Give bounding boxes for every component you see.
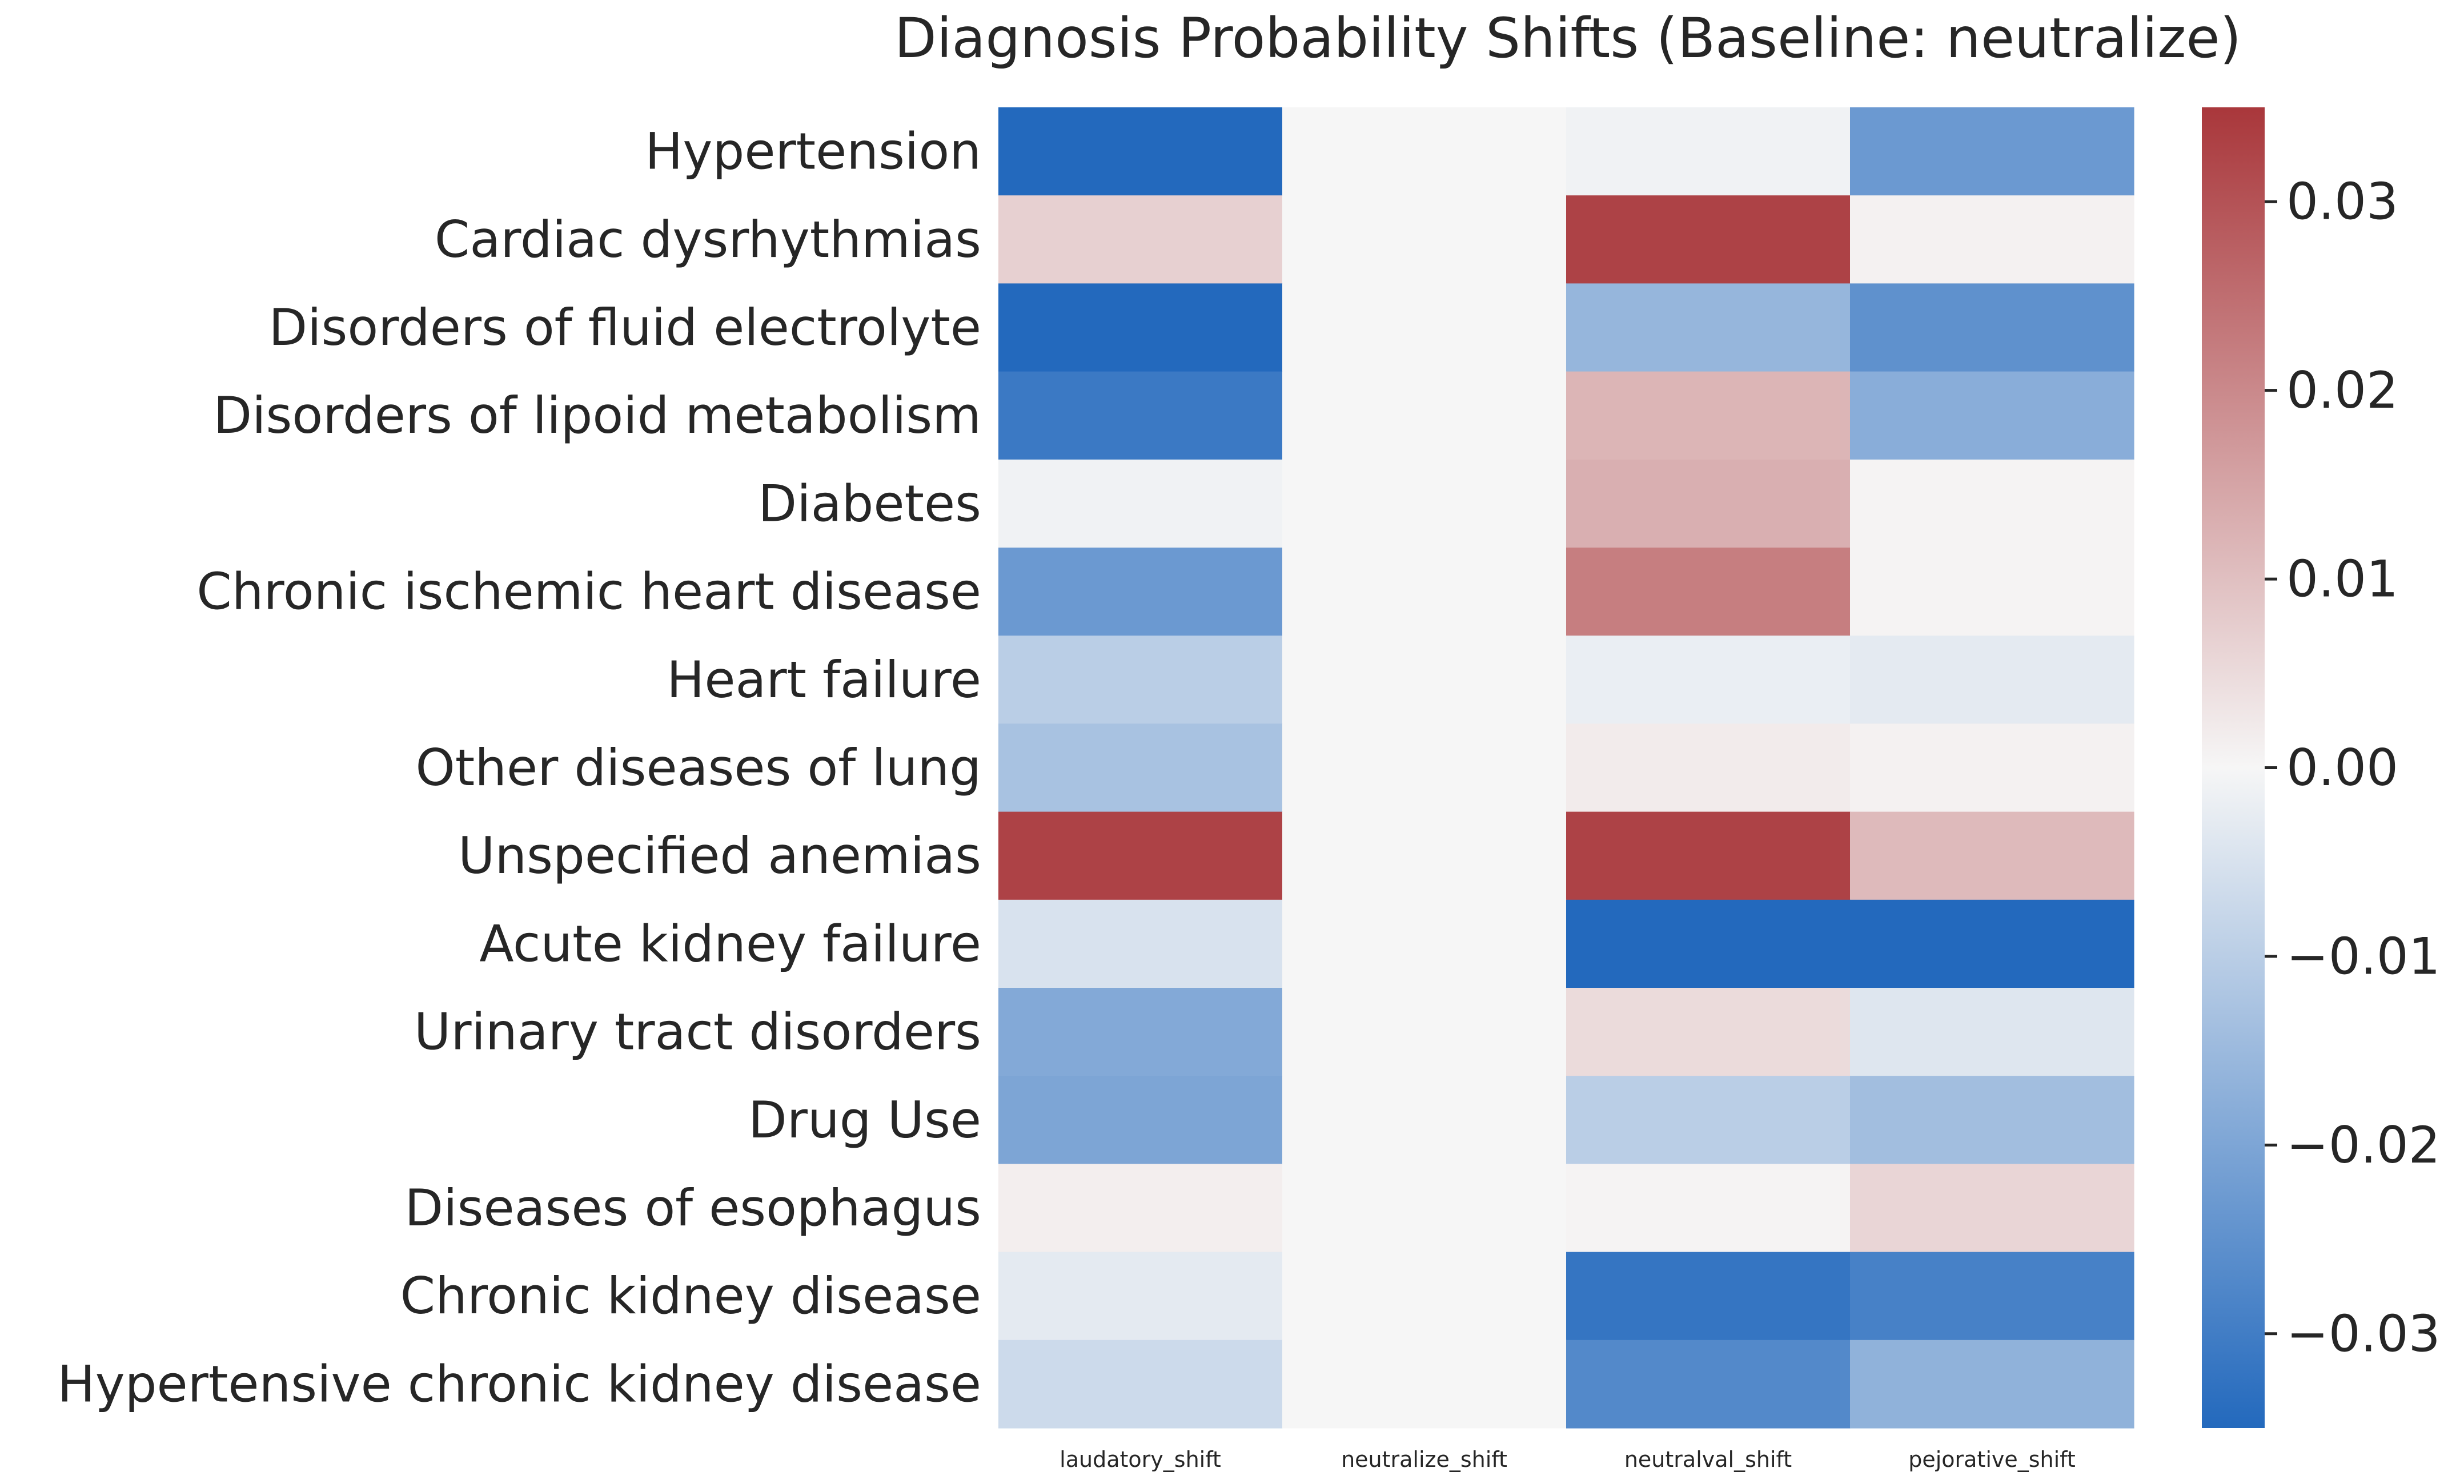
row-label-disorders-of-fluid-electrolyte: Disorders of fluid electrolyte (268, 298, 981, 357)
colorbar-tick-label: 0.00 (2286, 738, 2398, 797)
cell-other-diseases-of-lung-neutralval-shift (1566, 723, 1851, 813)
cell-chronic-ischemic-heart-disease-laudatory-shift (998, 548, 1283, 636)
cell-drug-use-laudatory-shift (998, 1076, 1283, 1164)
row-label-urinary-tract-disorders: Urinary tract disorders (414, 1003, 981, 1061)
cell-chronic-ischemic-heart-disease-neutralize-shift (1282, 548, 1567, 636)
cell-unspecified-anemias-laudatory-shift (998, 811, 1283, 900)
cell-disorders-of-fluid-electrolyte-laudatory-shift (998, 283, 1283, 372)
cell-disorders-of-lipoid-metabolism-neutralize-shift (1282, 371, 1567, 460)
row-label-chronic-kidney-disease: Chronic kidney disease (400, 1266, 981, 1325)
cell-heart-failure-laudatory-shift (998, 636, 1283, 724)
colorbar-tick-label: −0.02 (2286, 1116, 2441, 1175)
colorbar-tick-label: 0.02 (2286, 361, 2398, 420)
colorbar-tick-label: −0.01 (2286, 927, 2441, 986)
cell-unspecified-anemias-neutralize-shift (1282, 811, 1567, 900)
cell-cardiac-dysrhythmias-neutralval-shift (1566, 195, 1851, 284)
cell-urinary-tract-disorders-laudatory-shift (998, 988, 1283, 1076)
row-label-acute-kidney-failure: Acute kidney failure (479, 914, 981, 973)
cell-chronic-kidney-disease-pejorative-shift (1850, 1252, 2134, 1341)
row-label-hypertension: Hypertension (645, 122, 981, 181)
cell-diabetes-pejorative-shift (1850, 459, 2134, 548)
cell-diseases-of-esophagus-laudatory-shift (998, 1164, 1283, 1253)
cell-heart-failure-neutralval-shift (1566, 636, 1851, 724)
colorbar-tick-label: 0.01 (2286, 550, 2398, 609)
row-label-cardiac-dysrhythmias: Cardiac dysrhythmias (435, 210, 981, 269)
cell-chronic-kidney-disease-laudatory-shift (998, 1252, 1283, 1341)
cell-other-diseases-of-lung-neutralize-shift (1282, 723, 1567, 813)
cell-urinary-tract-disorders-pejorative-shift (1850, 988, 2134, 1076)
cell-hypertensive-chronic-kidney-disease-pejorative-shift (1850, 1340, 2134, 1429)
cell-other-diseases-of-lung-pejorative-shift (1850, 723, 2134, 813)
cell-chronic-kidney-disease-neutralval-shift (1566, 1252, 1851, 1341)
row-label-chronic-ischemic-heart-disease: Chronic ischemic heart disease (196, 562, 981, 621)
cell-chronic-ischemic-heart-disease-neutralval-shift (1566, 548, 1851, 636)
cell-unspecified-anemias-pejorative-shift (1850, 811, 2134, 900)
cell-disorders-of-lipoid-metabolism-neutralval-shift (1566, 371, 1851, 460)
colorbar-tick-label: 0.03 (2286, 172, 2398, 231)
colorbar-tick-label: −0.03 (2286, 1304, 2441, 1363)
cell-acute-kidney-failure-neutralize-shift (1282, 899, 1567, 988)
cell-hypertensive-chronic-kidney-disease-neutralval-shift (1566, 1340, 1851, 1429)
colorbar (2202, 107, 2265, 1428)
cell-acute-kidney-failure-laudatory-shift (998, 899, 1283, 988)
cell-disorders-of-lipoid-metabolism-laudatory-shift (998, 371, 1283, 460)
cell-hypertension-laudatory-shift (998, 107, 1283, 196)
cell-diabetes-neutralval-shift (1566, 459, 1851, 548)
cell-chronic-kidney-disease-neutralize-shift (1282, 1252, 1567, 1341)
cell-drug-use-neutralval-shift (1566, 1076, 1851, 1164)
row-label-diseases-of-esophagus: Diseases of esophagus (404, 1179, 981, 1237)
column-label-pejorative-shift: pejorative_shift (1908, 1447, 2076, 1472)
heatmap-cells (998, 107, 2134, 1429)
row-label-hypertensive-chronic-kidney-disease: Hypertensive chronic kidney disease (57, 1354, 981, 1413)
cell-hypertension-pejorative-shift (1850, 107, 2134, 196)
cell-urinary-tract-disorders-neutralize-shift (1282, 988, 1567, 1076)
colorbar-ticks: 0.03 0.02 0.01 0.00 −0.01 −0.02 −0.03 (2265, 172, 2441, 1363)
chart-title: Diagnosis Probability Shifts (Baseline: … (894, 6, 2241, 70)
cell-hypertension-neutralval-shift (1566, 107, 1851, 196)
cell-diseases-of-esophagus-neutralize-shift (1282, 1164, 1567, 1253)
cell-drug-use-neutralize-shift (1282, 1076, 1567, 1164)
cell-heart-failure-pejorative-shift (1850, 636, 2134, 724)
cell-unspecified-anemias-neutralval-shift (1566, 811, 1851, 900)
cell-diseases-of-esophagus-pejorative-shift (1850, 1164, 2134, 1253)
column-label-neutralize-shift: neutralize_shift (1341, 1447, 1507, 1472)
row-label-disorders-of-lipoid-metabolism: Disorders of lipoid metabolism (213, 386, 981, 445)
column-label-laudatory-shift: laudatory_shift (1060, 1447, 1221, 1472)
cell-chronic-ischemic-heart-disease-pejorative-shift (1850, 548, 2134, 636)
cell-heart-failure-neutralize-shift (1282, 636, 1567, 724)
row-label-diabetes: Diabetes (758, 474, 981, 533)
cell-diabetes-laudatory-shift (998, 459, 1283, 548)
cell-other-diseases-of-lung-laudatory-shift (998, 723, 1283, 813)
column-label-neutralval-shift: neutralval_shift (1624, 1447, 1792, 1472)
cell-disorders-of-fluid-electrolyte-neutralval-shift (1566, 283, 1851, 372)
cell-disorders-of-fluid-electrolyte-pejorative-shift (1850, 283, 2134, 372)
row-label-drug-use: Drug Use (748, 1091, 981, 1149)
cell-diabetes-neutralize-shift (1282, 459, 1567, 548)
cell-diseases-of-esophagus-neutralval-shift (1566, 1164, 1851, 1253)
cell-cardiac-dysrhythmias-laudatory-shift (998, 195, 1283, 284)
cell-disorders-of-fluid-electrolyte-neutralize-shift (1282, 283, 1567, 372)
cell-hypertension-neutralize-shift (1282, 107, 1567, 196)
cell-acute-kidney-failure-neutralval-shift (1566, 899, 1851, 988)
cell-disorders-of-lipoid-metabolism-pejorative-shift (1850, 371, 2134, 460)
row-labels: Hypertension Cardiac dysrhythmias Disorder… (57, 122, 981, 1414)
cell-acute-kidney-failure-pejorative-shift (1850, 899, 2134, 988)
cell-hypertensive-chronic-kidney-disease-laudatory-shift (998, 1340, 1283, 1429)
column-labels: laudatory_shift neutralize_shift neutralva… (1060, 1447, 2076, 1472)
cell-cardiac-dysrhythmias-neutralize-shift (1282, 195, 1567, 284)
cell-drug-use-pejorative-shift (1850, 1076, 2134, 1164)
cell-hypertensive-chronic-kidney-disease-neutralize-shift (1282, 1340, 1567, 1429)
cell-cardiac-dysrhythmias-pejorative-shift (1850, 195, 2134, 284)
row-label-heart-failure: Heart failure (667, 650, 981, 709)
cell-urinary-tract-disorders-neutralval-shift (1566, 988, 1851, 1076)
row-label-other-diseases-of-lung: Other diseases of lung (415, 738, 981, 797)
row-label-unspecified-anemias: Unspecified anemias (458, 826, 981, 885)
